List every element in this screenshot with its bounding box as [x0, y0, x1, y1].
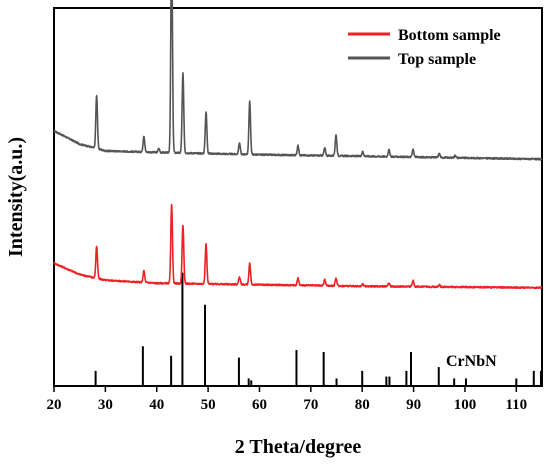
- x-tick-label: 30: [98, 397, 113, 413]
- reference-label: CrNbN: [446, 353, 497, 370]
- x-tick-label: 90: [406, 397, 421, 413]
- x-axis-label: 2 Theta/degree: [235, 436, 362, 458]
- x-tick-label: 100: [454, 397, 477, 413]
- plot-frame: [53, 7, 543, 387]
- series-line-bottom-sample: [53, 203, 543, 290]
- x-tick-label: 80: [355, 397, 370, 413]
- reference-lines: [94, 272, 542, 386]
- x-tick-label: 110: [505, 397, 527, 413]
- legend-label-bottom-sample: Bottom sample: [398, 27, 501, 44]
- y-axis-label: Intensity(a.u.): [5, 137, 27, 257]
- x-tick-label: 60: [252, 397, 267, 413]
- legend-label-top-sample: Top sample: [398, 51, 476, 68]
- x-tick-label: 50: [201, 397, 216, 413]
- x-tick-label: 70: [303, 397, 318, 413]
- x-axis-ticks: 20 30 40 50 60 70 80 90 100 110: [47, 386, 527, 413]
- legend: Bottom sample Top sample: [348, 27, 501, 68]
- x-tick-label: 40: [149, 397, 164, 413]
- x-tick-label: 20: [47, 397, 62, 413]
- series-line-top-sample: [53, 0, 543, 161]
- series-layer: [53, 0, 543, 290]
